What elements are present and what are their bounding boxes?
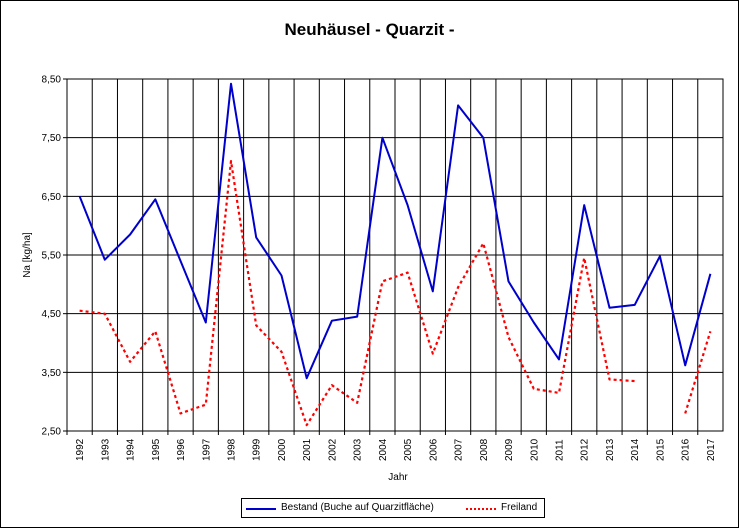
y-tick-label: 4,50 — [42, 309, 62, 320]
x-tick-label: 1992 — [75, 438, 86, 461]
chart-title: Neuhäusel - Quarzit - — [284, 20, 455, 39]
gridlines — [67, 79, 723, 431]
x-axis-label: Jahr — [388, 472, 408, 483]
legend-swatch-freiland — [466, 508, 496, 510]
x-tick-label: 2011 — [555, 439, 566, 461]
y-axis-label: Na [kg/ha] — [22, 232, 33, 278]
x-tick-labels: 1992 1993 1994 1995 1996 1997 1998 1999 2000 2001… — [66, 431, 717, 461]
x-tick-label: 2012 — [580, 438, 591, 461]
x-tick-label: 2014 — [630, 438, 641, 461]
series-freiland — [79, 160, 712, 427]
x-tick-label: 1998 — [227, 438, 238, 461]
x-tick-label: 2002 — [327, 438, 338, 461]
x-tick-label: 2008 — [479, 438, 490, 461]
x-tick-label: 2010 — [529, 438, 540, 461]
series-layer — [78, 82, 712, 427]
x-tick-label: 1994 — [126, 438, 137, 461]
x-tick-label: 1999 — [252, 438, 263, 461]
legend: Bestand (Buche auf Quarzitfläche) Freila… — [241, 498, 545, 518]
y-tick-label: 6,50 — [42, 192, 62, 203]
series-line — [79, 160, 635, 427]
x-tick-label: 2004 — [378, 438, 389, 461]
y-tick-label: 7,50 — [42, 133, 62, 144]
y-tick-label: 5,50 — [42, 251, 62, 262]
x-tick-label: 1997 — [201, 438, 212, 461]
x-tick-label: 1995 — [151, 438, 162, 461]
x-tick-label: 2001 — [302, 438, 313, 461]
y-tick-label: 3,50 — [42, 368, 62, 379]
x-tick-label: 2009 — [504, 438, 515, 461]
series-line — [684, 330, 712, 414]
x-tick-label: 1996 — [176, 438, 187, 461]
x-tick-label: 2005 — [403, 438, 414, 461]
y-tick-labels: 2,50 3,50 4,50 5,50 6,50 7,50 8,50 — [42, 75, 67, 438]
x-tick-label: 2013 — [605, 438, 616, 461]
y-tick-label: 8,50 — [42, 75, 62, 86]
x-tick-label: 2003 — [353, 438, 364, 461]
x-tick-label: 2017 — [706, 438, 717, 461]
x-tick-label: 1993 — [100, 438, 111, 461]
legend-swatch-bestand — [246, 508, 276, 510]
x-tick-label: 2016 — [681, 438, 692, 461]
x-tick-label: 2007 — [454, 438, 465, 461]
y-tick-label: 2,50 — [42, 427, 62, 438]
x-tick-label: 2006 — [428, 438, 439, 461]
legend-label-bestand: Bestand (Buche auf Quarzitfläche) — [281, 502, 434, 513]
x-tick-label: 2015 — [655, 438, 666, 461]
series-line — [78, 82, 712, 380]
legend-label-freiland: Freiland — [501, 502, 538, 513]
x-tick-label: 2000 — [277, 438, 288, 461]
series-bestand — [78, 82, 712, 380]
